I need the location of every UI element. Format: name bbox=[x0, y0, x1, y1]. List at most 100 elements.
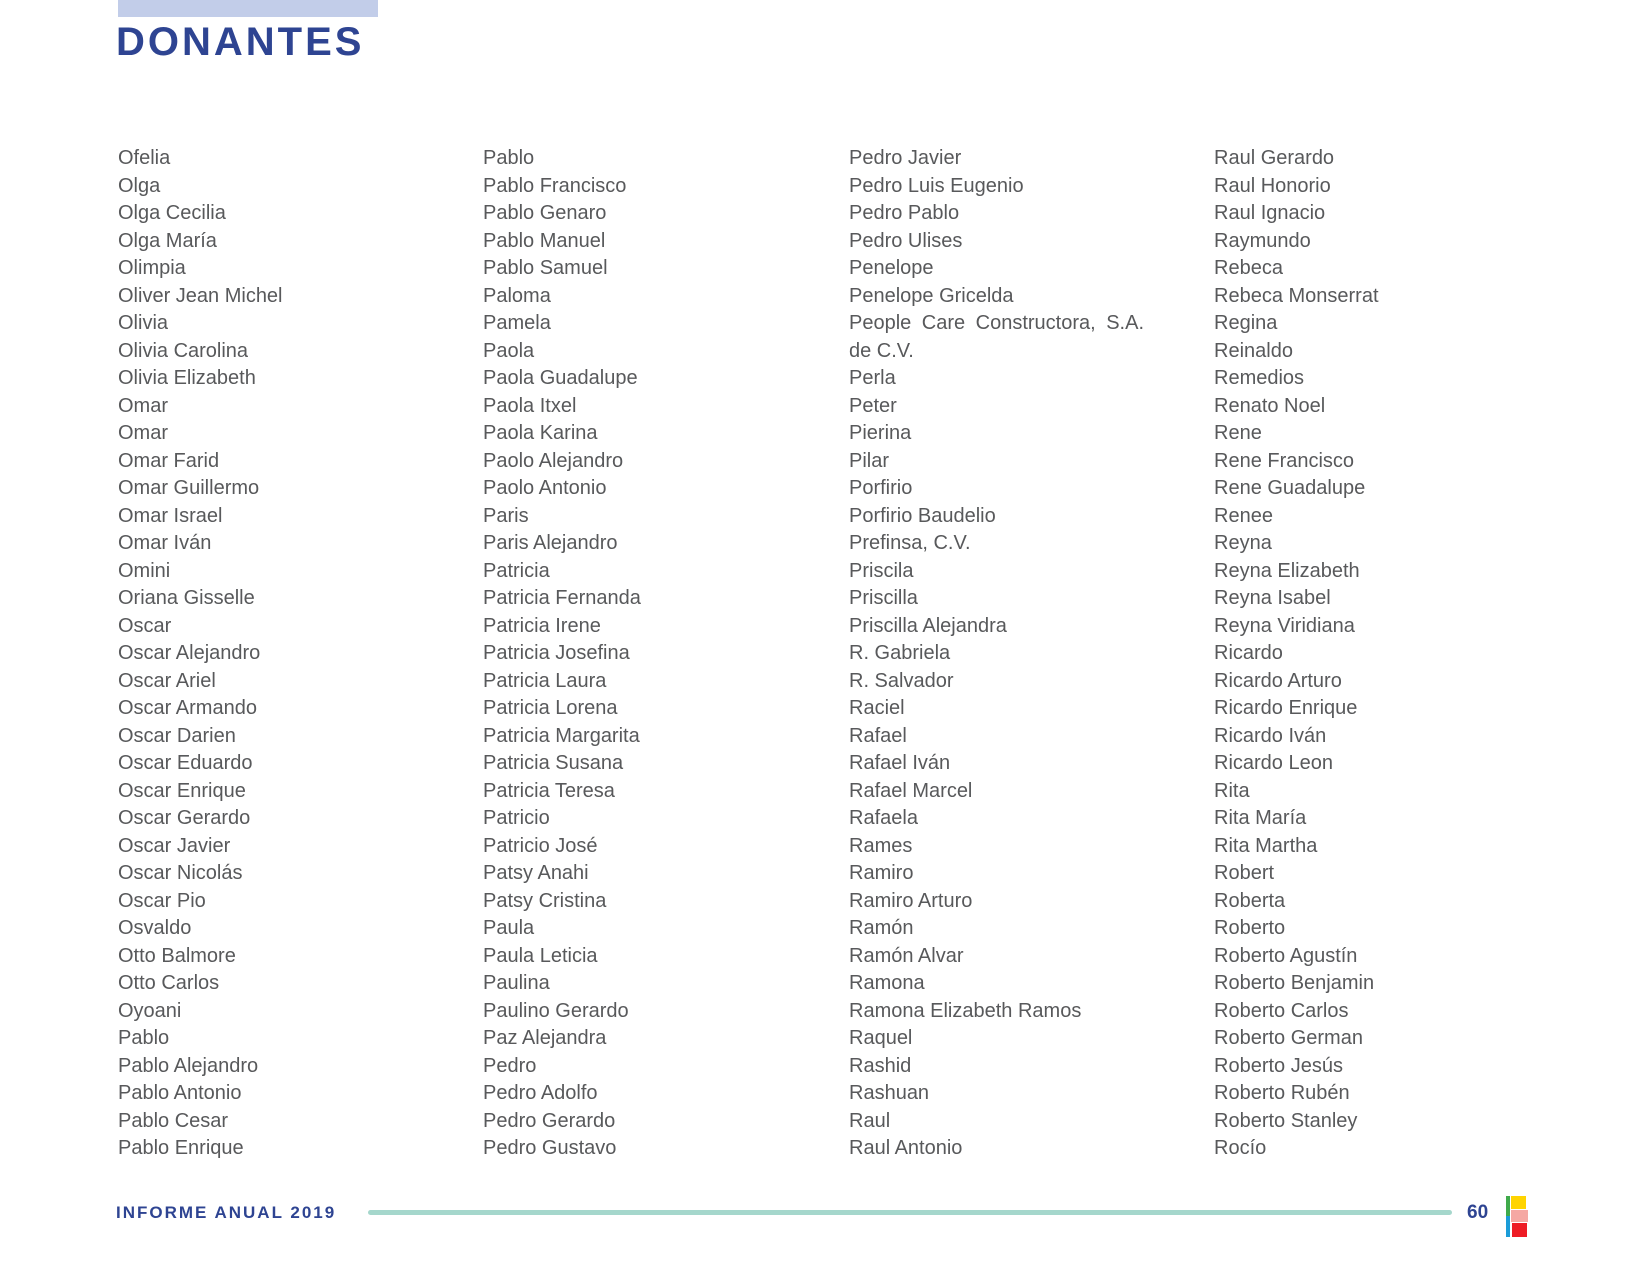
donor-name: Omar Israel bbox=[118, 504, 223, 527]
donor-name: R. Gabriela bbox=[849, 642, 951, 664]
donor-name: R. Salvador bbox=[849, 669, 954, 692]
donor-name: Rene Guadalupe bbox=[1214, 477, 1366, 499]
donor-name: Paolo Alejandro bbox=[483, 449, 624, 472]
donor-name: Paris bbox=[483, 504, 529, 527]
donor-name: Priscilla Alejandra bbox=[849, 614, 1007, 637]
donor-name: Penelope Gricelda bbox=[849, 284, 1014, 307]
donor-name: Oscar Pio bbox=[118, 889, 206, 912]
donor-name: Pablo bbox=[118, 1027, 170, 1049]
donor-name: Rafaela bbox=[849, 807, 918, 829]
donor-name: Ramona bbox=[849, 972, 925, 994]
donor-column-2: Pablo Pablo Francisco Pablo Genaro Pablo Ma… bbox=[483, 145, 813, 1163]
donor-name: Renee bbox=[1214, 504, 1273, 527]
donor-name: Pedro Javier bbox=[849, 147, 962, 169]
donor-name: Rita Martha bbox=[1214, 834, 1318, 857]
donor-name: Oscar bbox=[118, 614, 172, 637]
donor-name: Ricardo Iván bbox=[1214, 724, 1327, 747]
donor-name: Pablo Manuel bbox=[483, 229, 606, 252]
donor-name: Pamela bbox=[483, 312, 551, 334]
donor-name: Omar bbox=[118, 422, 168, 444]
donor-name: Pablo Enrique bbox=[118, 1137, 244, 1159]
donor-name: Oscar Ariel bbox=[118, 669, 216, 692]
donor-name: Patricia Teresa bbox=[483, 779, 615, 802]
donor-name: Rames bbox=[849, 834, 913, 857]
donor-name: Pablo Alejandro bbox=[118, 1054, 259, 1077]
donor-name: Prefinsa, C.V. bbox=[849, 532, 971, 554]
donor-name: Priscila bbox=[849, 559, 914, 582]
page-number: 60 bbox=[1467, 1202, 1489, 1223]
donor-name: Patricia bbox=[483, 559, 550, 582]
organization-logo-icon bbox=[1506, 1196, 1533, 1237]
donor-name: Oscar Enrique bbox=[118, 779, 246, 802]
donor-name: Rene bbox=[1214, 422, 1262, 444]
donor-name: Patricia Susana bbox=[483, 752, 624, 774]
donor-name: Ramiro bbox=[849, 862, 914, 884]
donor-name: Olga bbox=[118, 174, 161, 197]
footer-divider-line bbox=[368, 1210, 1452, 1215]
donor-name: Pedro Pablo bbox=[849, 202, 960, 224]
donor-name: Pablo Genaro bbox=[483, 202, 607, 224]
donor-name: Rafael bbox=[849, 724, 907, 747]
donor-name: Pierina bbox=[849, 422, 912, 444]
donor-name: Roberto German bbox=[1214, 1027, 1363, 1049]
donor-name: Rita bbox=[1214, 779, 1250, 802]
donor-name: Pablo Antonio bbox=[118, 1082, 242, 1104]
donor-name: Patricio José bbox=[483, 834, 598, 857]
donor-name: Paola Karina bbox=[483, 422, 598, 444]
donor-name: Omar bbox=[118, 394, 168, 417]
donor-name: Rashid bbox=[849, 1054, 912, 1077]
donor-name: Paz Alejandra bbox=[483, 1027, 607, 1049]
page-title: DONANTES bbox=[116, 20, 365, 64]
donor-name: Roberto Agustín bbox=[1214, 944, 1358, 967]
donor-column-3: Pedro Javier Pedro Luis Eugenio Pedro Pabl… bbox=[849, 145, 1144, 1163]
donor-name: Reyna Viridiana bbox=[1214, 614, 1355, 637]
donor-name: Rebeca bbox=[1214, 257, 1283, 279]
donor-name: Ramona Elizabeth Ramos bbox=[849, 999, 1082, 1022]
donor-name: Roberto Jesús bbox=[1214, 1054, 1343, 1077]
donor-name: Raul bbox=[849, 1109, 891, 1132]
donor-name: Osvaldo bbox=[118, 917, 192, 939]
donor-name: Pedro Adolfo bbox=[483, 1082, 598, 1104]
donor-name: Omar Guillermo bbox=[118, 477, 260, 499]
donor-name: Ramón bbox=[849, 917, 914, 939]
donor-name: Omar Iván bbox=[118, 532, 212, 554]
donor-name: Reinaldo bbox=[1214, 339, 1293, 362]
donor-name: Paulino Gerardo bbox=[483, 999, 629, 1022]
logo-red-block bbox=[1512, 1223, 1527, 1237]
donor-name: Pablo bbox=[483, 147, 535, 169]
donor-name: Patsy Anahi bbox=[483, 862, 589, 884]
donor-name: Oriana Gisselle bbox=[118, 587, 255, 609]
donor-name: Paula bbox=[483, 917, 535, 939]
donor-name: Priscilla bbox=[849, 587, 918, 609]
donor-name: Raquel bbox=[849, 1027, 913, 1049]
donor-name: Regina bbox=[1214, 312, 1278, 334]
donor-name: Olivia bbox=[118, 312, 169, 334]
donor-column-4: Raul Gerardo Raul Honorio Raul Ignacio Raym… bbox=[1214, 145, 1544, 1163]
donor-name: Raul Ignacio bbox=[1214, 202, 1326, 224]
donor-name: Rocío bbox=[1214, 1137, 1267, 1159]
donor-name: Paula Leticia bbox=[483, 944, 598, 967]
donor-name: Roberto Benjamin bbox=[1214, 972, 1375, 994]
donor-name: Roberto Rubén bbox=[1214, 1082, 1350, 1104]
donor-name: Ricardo bbox=[1214, 642, 1283, 664]
donor-name: Oscar Eduardo bbox=[118, 752, 253, 774]
donor-name: Paolo Antonio bbox=[483, 477, 607, 499]
donor-name: Oscar Darien bbox=[118, 724, 236, 747]
donor-name: Porfirio Baudelio bbox=[849, 504, 996, 527]
donor-name: Roberta bbox=[1214, 889, 1286, 912]
donor-name: Ofelia bbox=[118, 147, 171, 169]
donor-name: Olimpia bbox=[118, 257, 186, 279]
donor-name: Remedios bbox=[1214, 367, 1305, 389]
donor-name: Rene Francisco bbox=[1214, 449, 1355, 472]
donor-name: Porfirio bbox=[849, 477, 913, 499]
donor-name: Renato Noel bbox=[1214, 394, 1326, 417]
donor-name: Patricio bbox=[483, 807, 550, 829]
donor-name: Oscar Armando bbox=[118, 697, 257, 719]
donor-name: Ramón Alvar bbox=[849, 944, 964, 967]
donor-name: Reyna bbox=[1214, 532, 1272, 554]
donor-name: Oscar Nicolás bbox=[118, 862, 243, 884]
donor-name: Oscar Gerardo bbox=[118, 807, 251, 829]
donor-name: Raul Antonio bbox=[849, 1137, 963, 1159]
donor-name: Paris Alejandro bbox=[483, 532, 618, 554]
donor-name: Patricia Irene bbox=[483, 614, 601, 637]
